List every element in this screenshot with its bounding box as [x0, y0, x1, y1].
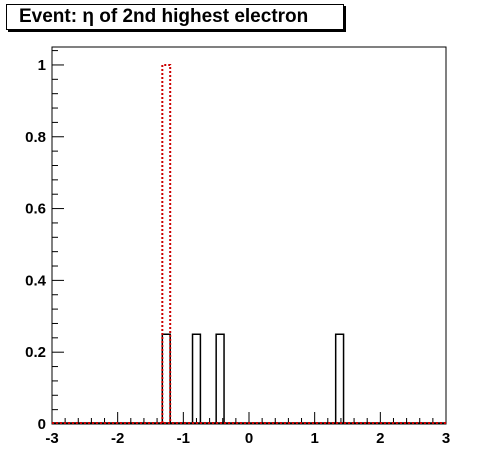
x-tick-label: -2 [111, 430, 124, 447]
x-tick-label: -1 [177, 430, 190, 447]
plot-frame [51, 46, 447, 425]
x-tick-label: 2 [376, 430, 384, 447]
chart-title: Event: η of 2nd highest electron [6, 4, 344, 30]
x-tick-label: 0 [245, 430, 253, 447]
series-1-bin [161, 63, 172, 423]
series-0-bin [215, 333, 225, 423]
y-tick-label: 0.6 [25, 201, 46, 218]
x-tick-label: 1 [310, 430, 318, 447]
x-tick-label: -3 [45, 430, 58, 447]
y-tick-label: 0 [38, 416, 46, 433]
y-tick-label: 0.2 [25, 344, 46, 361]
y-tick-label: 0.4 [25, 272, 47, 289]
y-tick-label: 1 [38, 57, 46, 74]
x-tick-label: 3 [442, 430, 450, 447]
series-0-bin [334, 333, 345, 423]
y-tick-label: 0.8 [25, 129, 46, 146]
series-0-bin [191, 333, 202, 423]
series-0-bin [161, 333, 171, 423]
